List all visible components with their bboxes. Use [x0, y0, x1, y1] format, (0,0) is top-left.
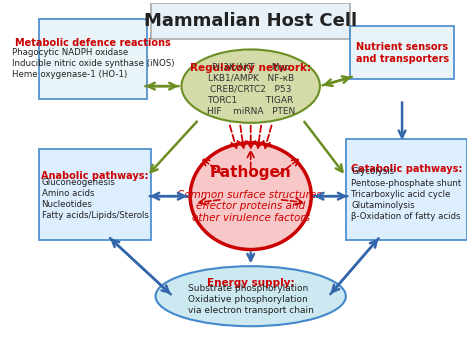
- FancyBboxPatch shape: [151, 3, 350, 39]
- Text: Pathogen: Pathogen: [210, 165, 292, 180]
- FancyBboxPatch shape: [39, 19, 147, 99]
- Ellipse shape: [190, 143, 311, 250]
- Ellipse shape: [155, 266, 346, 326]
- Text: Glycolysis
Pentose-phosphate shunt
Tricarboxylic acid cycle
Glutaminolysis
β-Oxi: Glycolysis Pentose-phosphate shunt Trica…: [351, 167, 462, 221]
- Text: PI-3K/AKT      Myc
LKB1/AMPK   NF-κB
CREB/CRTC2   P53
TORC1          TIGAR
HIF  : PI-3K/AKT Myc LKB1/AMPK NF-κB CREB/CRTC2…: [207, 63, 295, 116]
- Ellipse shape: [182, 49, 320, 123]
- Text: Anabolic pathways:: Anabolic pathways:: [41, 171, 149, 181]
- FancyBboxPatch shape: [39, 149, 151, 240]
- Text: Metabolic defence reactions: Metabolic defence reactions: [15, 38, 171, 48]
- Text: Catabolic pathways:: Catabolic pathways:: [351, 164, 462, 174]
- Text: Common surface structures,
effector proteins and
other virulence factors: Common surface structures, effector prot…: [177, 190, 325, 223]
- Text: Nutrient sensors
and transporters: Nutrient sensors and transporters: [356, 42, 449, 64]
- FancyBboxPatch shape: [346, 139, 467, 240]
- Text: Gluconeogenesis
Amino acids
Nucleotides
Fatty acids/Lipids/Sterols: Gluconeogenesis Amino acids Nucleotides …: [42, 178, 148, 220]
- FancyBboxPatch shape: [350, 26, 454, 79]
- Text: Mammalian Host Cell: Mammalian Host Cell: [144, 12, 357, 30]
- Text: Energy supply:: Energy supply:: [207, 278, 294, 288]
- Text: Substrate phosphorylation
Oxidative phosphorylation
via electron transport chain: Substrate phosphorylation Oxidative phos…: [188, 284, 314, 315]
- Text: Regulatory network:: Regulatory network:: [190, 63, 311, 73]
- Text: Phagocytic NADPH oxidase
Inducible nitric oxide synthase (iNOS)
Heme oxygenase-1: Phagocytic NADPH oxidase Inducible nitri…: [11, 47, 174, 79]
